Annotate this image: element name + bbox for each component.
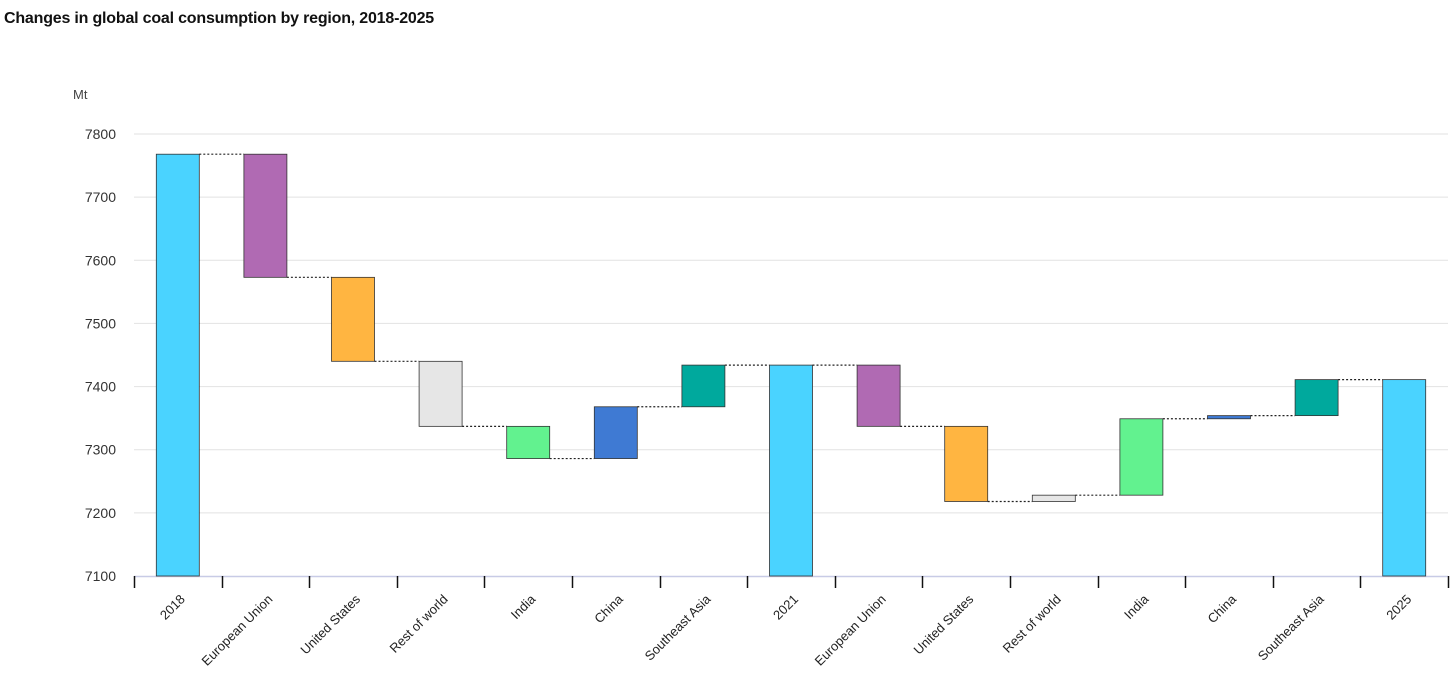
x-tick-label: China	[1204, 591, 1239, 626]
change-bar	[593, 406, 638, 459]
x-tick-label: European Union	[198, 592, 275, 669]
x-tick-label: Southeast Asia	[642, 591, 714, 663]
change-bar	[506, 425, 551, 459]
change-bar	[856, 364, 901, 427]
x-tick-label: Rest of world	[386, 592, 450, 656]
x-tick-label: European Union	[812, 592, 889, 669]
total-bar	[769, 364, 813, 577]
y-tick-label: 7200	[85, 505, 116, 521]
x-tick-label: 2018	[157, 592, 188, 623]
change-bar	[1119, 418, 1164, 496]
total-bar	[155, 153, 200, 577]
change-bar	[1294, 379, 1339, 417]
x-tick-label: China	[591, 591, 626, 626]
x-tick-label: United States	[297, 591, 363, 657]
y-tick-label: 7500	[85, 315, 116, 331]
change-bar	[243, 153, 288, 278]
chart-title: Changes in global coal consumption by re…	[4, 10, 434, 27]
y-tick-label: 7300	[85, 442, 116, 458]
y-tick-label: 7400	[85, 379, 116, 395]
y-tick-label: 7600	[85, 252, 116, 268]
x-tick-label: India	[1121, 591, 1152, 622]
change-bar	[1031, 494, 1076, 502]
change-bar	[681, 364, 726, 408]
y-tick-label: 7800	[85, 126, 116, 142]
change-bar	[1207, 415, 1251, 420]
change-bar	[331, 276, 375, 362]
y-axis-unit-label: Mt	[73, 87, 88, 102]
x-tick-label: Rest of world	[1000, 592, 1064, 656]
y-tick-label: 7100	[85, 568, 116, 584]
change-bar	[944, 425, 989, 502]
total-bar	[1382, 379, 1427, 577]
x-tick-label: United States	[911, 591, 977, 657]
x-tick-label: 2025	[1383, 592, 1414, 623]
y-tick-label: 7700	[85, 189, 116, 205]
x-tick-label: 2021	[770, 592, 801, 623]
x-tick-label: Southeast Asia	[1255, 591, 1327, 663]
change-bar	[418, 360, 463, 427]
x-tick-label: India	[508, 591, 539, 622]
